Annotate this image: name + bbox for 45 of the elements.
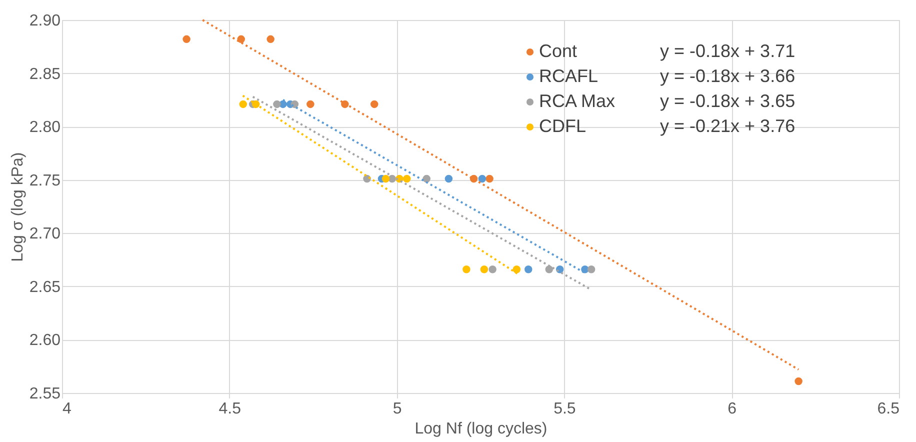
legend-label: CDFL (539, 116, 586, 136)
point (587, 266, 596, 274)
y-tick-label: 2.85 (29, 66, 61, 83)
y-tick-label: 2.90 (29, 12, 61, 30)
point (266, 35, 274, 44)
legend-label: RCAFL (539, 66, 598, 86)
y-tick-label: 2.65 (29, 278, 61, 296)
point (488, 266, 496, 274)
y-tick-label: 2.60 (29, 332, 61, 350)
point (480, 266, 488, 274)
point (370, 100, 378, 108)
point (444, 174, 453, 183)
point (422, 174, 430, 183)
annotation: y = -0.18x + 3.66 (660, 66, 796, 86)
point (402, 174, 411, 183)
x-tick-label: 6.5 (877, 400, 900, 418)
x-tick-label: 4.5 (218, 400, 242, 418)
annotation: y = -0.21x + 3.76 (660, 116, 796, 136)
point (486, 174, 494, 183)
point (524, 266, 532, 274)
y-axis-title: Log σ (log kPa) (9, 152, 26, 262)
x-axis-title: Log Nf (log cycles) (414, 420, 548, 438)
annotation: y = -0.18x + 3.65 (660, 91, 796, 111)
point (512, 266, 521, 274)
point (306, 100, 314, 108)
annotation: y = -0.18x + 3.71 (660, 41, 796, 61)
point (794, 377, 802, 386)
point (182, 35, 190, 44)
y-tick-label: 2.55 (29, 386, 61, 402)
x-tick-label: 5.5 (554, 400, 576, 418)
x-tick-label: 4 (62, 400, 72, 418)
point (478, 174, 486, 183)
point (545, 266, 554, 274)
y-tick-label: 2.70 (29, 226, 61, 243)
x-tick-label: 5 (392, 400, 402, 418)
point (462, 266, 470, 274)
legend-label: RCA Max (539, 91, 616, 111)
point (382, 174, 390, 183)
y-tick-label: 2.75 (29, 172, 61, 190)
point (273, 100, 281, 108)
y-tick-label: 2.80 (29, 119, 61, 136)
point (239, 100, 247, 108)
point (237, 35, 245, 44)
legend-label: Cont (539, 41, 578, 61)
x-tick-label: 6 (728, 400, 737, 418)
